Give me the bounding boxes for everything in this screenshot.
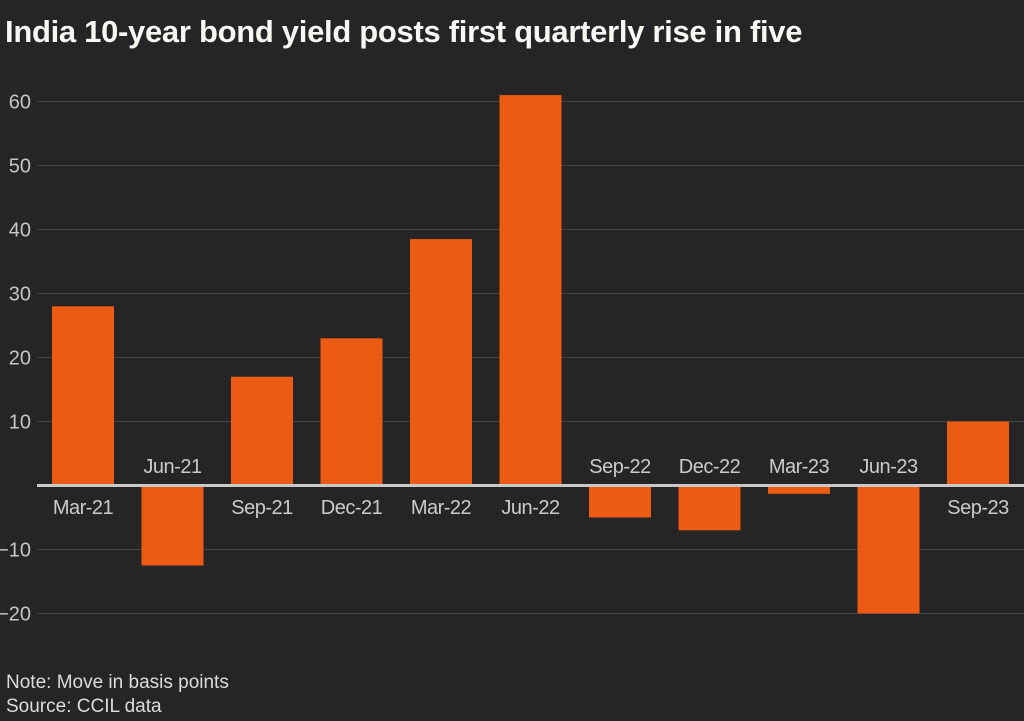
ytick-label-30: 30 xyxy=(9,284,31,306)
chart-title: India 10-year bond yield posts first qua… xyxy=(5,14,803,49)
category-label-Mar-22: Mar-22 xyxy=(411,497,472,519)
ytick-label-40: 40 xyxy=(9,220,31,242)
chart-footer: Note: Move in basis points Source: CCIL … xyxy=(6,671,229,719)
category-label-Mar-21: Mar-21 xyxy=(53,497,114,519)
category-label-Jun-22: Jun-22 xyxy=(501,497,560,519)
category-label-Sep-23: Sep-23 xyxy=(947,497,1009,519)
bar-Sep-22 xyxy=(589,485,651,518)
ytick-label-60: 60 xyxy=(9,92,31,114)
chart-source: Source: CCIL data xyxy=(6,696,162,717)
category-label-Sep-21: Sep-21 xyxy=(231,497,293,519)
category-label-Dec-22: Dec-22 xyxy=(679,456,741,478)
bar-Mar-22 xyxy=(410,239,472,486)
category-label-Jun-21: Jun-21 xyxy=(143,456,202,478)
category-label-Mar-23: Mar-23 xyxy=(769,456,830,478)
ytick-label-50: 50 xyxy=(9,156,31,178)
bar-Sep-21 xyxy=(231,376,293,486)
ytick-label--20: −20 xyxy=(0,604,31,626)
category-label-Sep-22: Sep-22 xyxy=(589,456,651,478)
bar-Jun-23 xyxy=(857,485,920,614)
ytick-label-10: 10 xyxy=(9,412,31,434)
bar-Dec-21 xyxy=(320,338,383,486)
bar-Dec-22 xyxy=(678,485,741,531)
chart-note: Note: Move in basis points xyxy=(6,672,229,693)
ytick-label-20: 20 xyxy=(9,348,31,370)
category-label-Jun-23: Jun-23 xyxy=(859,456,918,478)
category-label-Dec-21: Dec-21 xyxy=(321,497,383,519)
bar-Mar-21 xyxy=(52,306,114,486)
bar-Mar-23 xyxy=(768,485,830,494)
bar-Sep-23 xyxy=(947,421,1009,486)
bar-Jun-21 xyxy=(141,485,204,566)
bar-Jun-22 xyxy=(499,95,562,486)
ytick-label--10: −10 xyxy=(0,540,31,562)
